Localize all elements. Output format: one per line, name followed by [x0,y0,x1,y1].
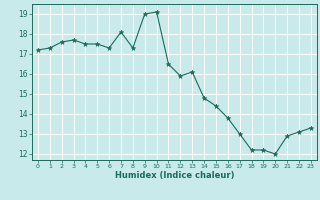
X-axis label: Humidex (Indice chaleur): Humidex (Indice chaleur) [115,171,234,180]
